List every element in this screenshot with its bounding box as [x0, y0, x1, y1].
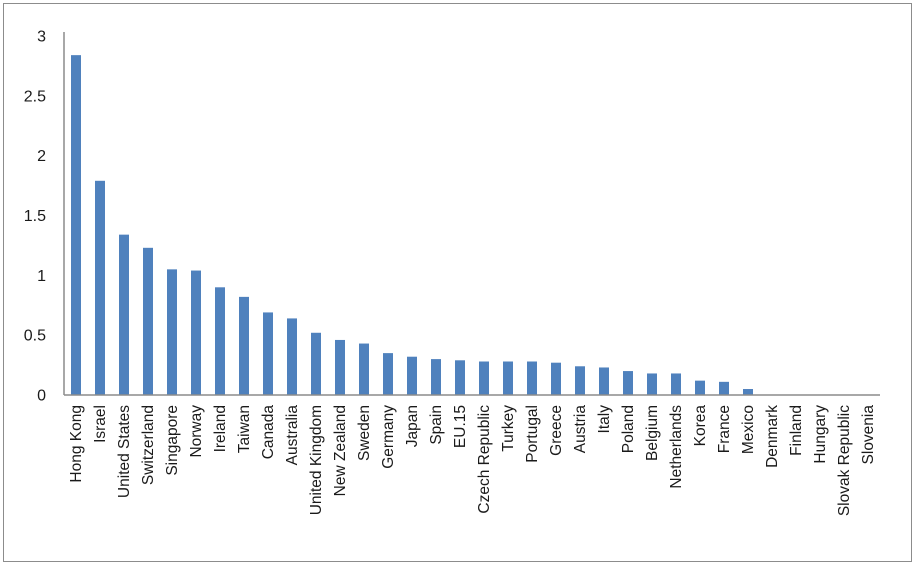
x-tick-label: France [716, 405, 733, 453]
bar [623, 371, 633, 395]
chart-frame [3, 3, 912, 562]
x-tick-label: Australia [284, 405, 301, 466]
bar [239, 296, 249, 395]
bar [455, 360, 465, 395]
bar [407, 356, 417, 395]
x-tick-label: Germany [380, 405, 397, 469]
x-tick-label: Hungary [812, 405, 829, 464]
bar [119, 234, 129, 395]
x-tick-label: Turkey [500, 405, 517, 452]
bar [719, 381, 729, 395]
bar [383, 353, 393, 395]
x-tick-label: Finland [788, 405, 805, 456]
bar [143, 247, 153, 395]
x-tick-label: Sweden [356, 405, 373, 461]
x-tick-label: Taiwan [236, 405, 253, 453]
bar [479, 361, 489, 395]
bar [551, 362, 561, 395]
x-tick-label: Switzerland [140, 405, 157, 485]
y-axis: 0 0.5 1 1.5 2 2.5 3 [24, 29, 65, 405]
x-tick-label: United States [116, 405, 133, 498]
bar [527, 361, 537, 395]
bar [695, 380, 705, 395]
bar [95, 180, 105, 395]
x-tick-label: Singapore [164, 405, 181, 476]
y-tick-label: 0.5 [24, 328, 46, 345]
x-tick-label: Denmark [764, 405, 781, 468]
bar [191, 270, 201, 395]
bar [359, 343, 369, 395]
bar [575, 366, 585, 395]
x-axis: Hong Kong Israel United States Switzerland S… [64, 394, 880, 516]
bar [215, 287, 225, 395]
x-tick-label: Japan [404, 405, 421, 447]
bar [287, 318, 297, 395]
x-tick-label: United Kingdom [308, 405, 325, 515]
x-tick-label: Italy [596, 405, 613, 434]
x-tick-label: Belgium [644, 405, 661, 461]
x-tick-label: Netherlands [668, 405, 685, 489]
x-tick-label: Portugal [524, 405, 541, 463]
x-tick-label: Israel [92, 405, 109, 443]
y-tick-label: 1 [37, 268, 46, 285]
bar [263, 312, 273, 395]
x-tick-label: Austria [572, 405, 589, 454]
x-tick-label: Czech Republic [476, 405, 493, 514]
x-tick-label: Canada [260, 405, 277, 460]
x-tick-label: Slovak Republic [836, 405, 853, 516]
x-tick-label: Korea [692, 405, 709, 447]
x-tick-label: Mexico [740, 405, 757, 454]
y-tick-label: 3 [37, 29, 46, 46]
bar [647, 373, 657, 395]
bar [743, 389, 753, 395]
x-tick-label: Spain [428, 405, 445, 445]
bar [503, 361, 513, 395]
bar [599, 367, 609, 395]
x-tick-label: Hong Kong [68, 405, 85, 483]
x-tick-label: Ireland [212, 405, 229, 452]
bar [71, 55, 81, 395]
bars [71, 55, 753, 395]
x-tick-label: Poland [620, 405, 637, 453]
bar [431, 359, 441, 395]
x-tick-label: Slovenia [860, 405, 877, 465]
bar [167, 269, 177, 395]
x-tick-label: New Zealand [332, 405, 349, 496]
bar [311, 332, 321, 395]
bar [671, 373, 681, 395]
y-tick-label: 2.5 [24, 88, 46, 105]
y-tick-label: 0 [37, 388, 46, 405]
x-tick-label: Greece [548, 405, 565, 456]
x-tick-label: EU.15 [452, 405, 469, 448]
x-tick-label: Norway [188, 405, 205, 458]
y-tick-label: 1.5 [24, 208, 46, 225]
y-tick-label: 2 [37, 148, 46, 165]
bar [335, 339, 345, 395]
